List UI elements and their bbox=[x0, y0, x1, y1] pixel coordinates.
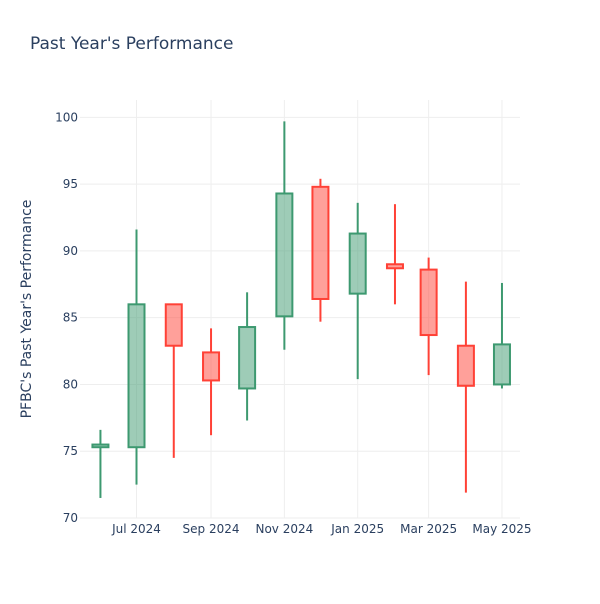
candle-body bbox=[164, 303, 183, 347]
y-axis-title: PFBC's Past Year's Performance bbox=[19, 199, 35, 419]
candle-body bbox=[456, 344, 475, 387]
y-tick-label: 75 bbox=[63, 444, 78, 458]
x-tick-label: Jan 2025 bbox=[330, 522, 384, 536]
candle-body bbox=[492, 343, 511, 386]
candle-body bbox=[311, 185, 330, 300]
x-tick-label: May 2025 bbox=[472, 522, 531, 536]
y-tick-label: 100 bbox=[55, 110, 78, 124]
candle-body bbox=[238, 326, 257, 390]
candle-body bbox=[202, 351, 221, 382]
candle-body bbox=[348, 232, 367, 295]
candle-body bbox=[91, 443, 110, 449]
y-tick-label: 85 bbox=[63, 311, 78, 325]
y-tick-label: 70 bbox=[63, 511, 78, 525]
candle-body bbox=[385, 263, 404, 270]
candle-body bbox=[275, 192, 294, 318]
y-tick-label: 90 bbox=[63, 244, 78, 258]
y-tick-label: 80 bbox=[63, 377, 78, 391]
x-tick-label: Mar 2025 bbox=[400, 522, 457, 536]
x-tick-label: Jul 2024 bbox=[111, 522, 161, 536]
y-tick-label: 95 bbox=[63, 177, 78, 191]
x-tick-label: Nov 2024 bbox=[255, 522, 313, 536]
chart-title: Past Year's Performance bbox=[30, 34, 234, 54]
candle-body bbox=[127, 303, 146, 449]
candle-body bbox=[419, 268, 438, 337]
x-tick-label: Sep 2024 bbox=[183, 522, 240, 536]
